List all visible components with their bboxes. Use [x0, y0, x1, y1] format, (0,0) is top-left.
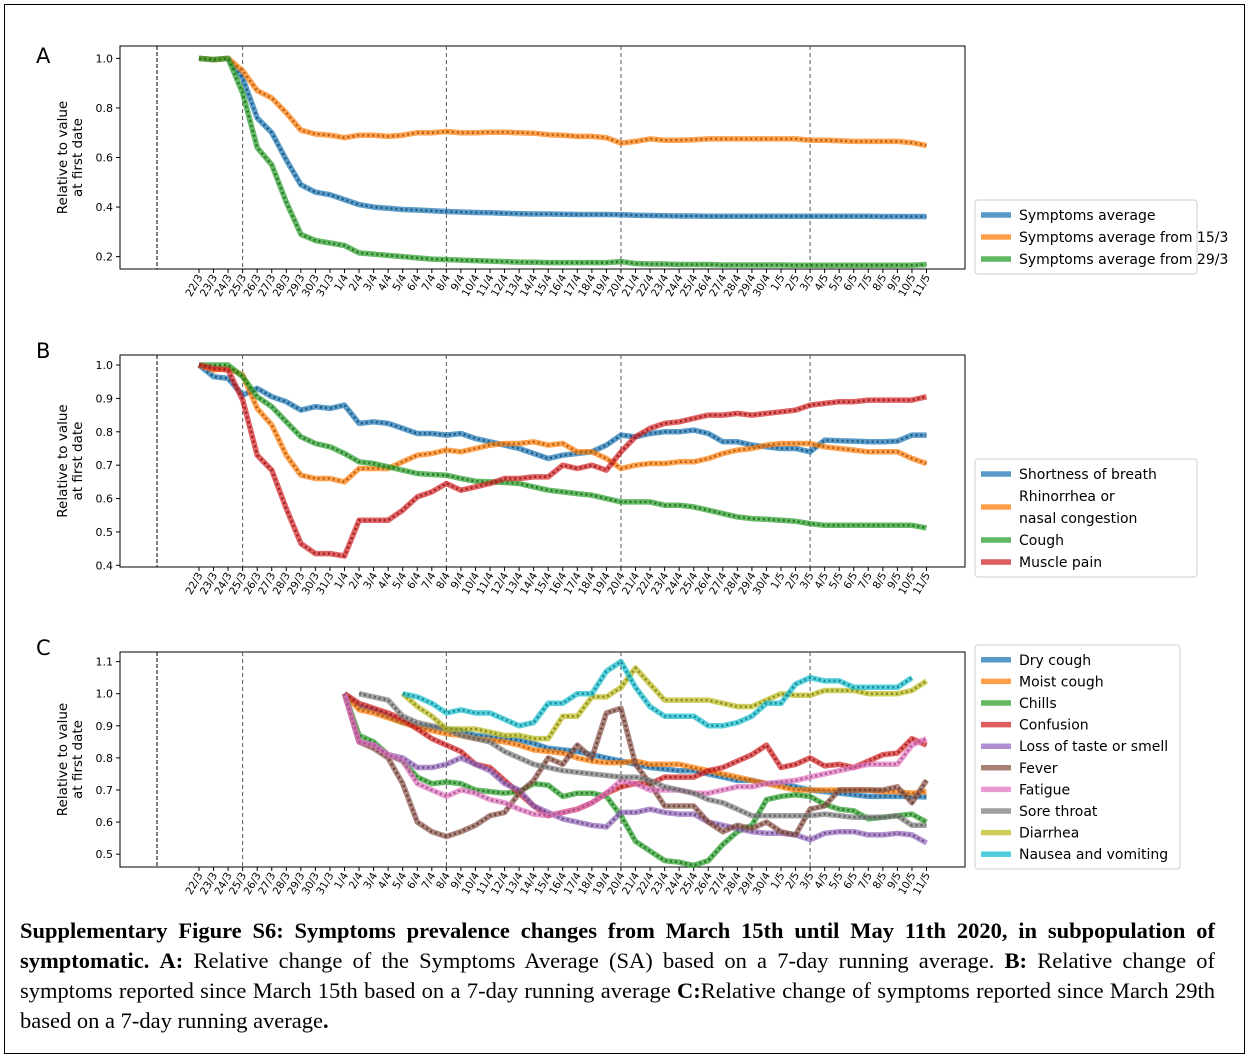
- caption-a-label: A:: [159, 948, 184, 973]
- series-markers-2: [343, 693, 928, 867]
- y-tick-label: 0.5: [96, 526, 114, 539]
- panel-a: A 1.0 0.8 0.6 0.4 0.2 Relative to valueat firs…: [36, 44, 1228, 299]
- series-markers-1: [198, 363, 927, 484]
- y-tick-label: 0.8: [96, 752, 114, 765]
- legend-label: Muscle pain: [1019, 555, 1102, 571]
- legend-label: Dry cough: [1019, 653, 1091, 669]
- y-tick-label: 1.1: [96, 656, 114, 669]
- legend-label: Confusion: [1019, 718, 1089, 734]
- y-tick-label: 0.4: [96, 559, 114, 572]
- caption-c-label: C:: [677, 978, 701, 1003]
- series-markers-8: [401, 666, 928, 740]
- legend-label: Diarrhea: [1019, 826, 1079, 842]
- y-tick-label: 1.0: [96, 52, 114, 65]
- series-line-8: [400, 665, 929, 742]
- y-tick-label: 1.0: [96, 688, 114, 701]
- y-axis-label: Relative to valueat first date: [55, 703, 86, 816]
- y-axis-label: Relative to valueat first date: [55, 404, 86, 517]
- figure-frame: [4, 4, 1245, 1054]
- panel-c: C 1.1 1.0 0.9 0.8 0.7 0.6 0.5 Relative to valuea…: [36, 636, 1181, 897]
- series-markers-5: [343, 693, 928, 838]
- legend-label: Nausea and vomiting: [1019, 847, 1168, 863]
- caption-end: .: [323, 1008, 329, 1033]
- y-tick-label: 0.6: [96, 816, 114, 829]
- y-tick-label: 1.0: [96, 359, 114, 372]
- y-tick-label: 0.2: [96, 251, 114, 264]
- figure-charts: A 1.0 0.8 0.6 0.4 0.2 Relative to valueat firs…: [36, 44, 1228, 897]
- plot-frame: [119, 354, 966, 568]
- y-tick-label: 0.7: [96, 459, 114, 472]
- series-markers-1: [198, 57, 927, 147]
- legend-label: Rhinorrhea or: [1019, 489, 1115, 505]
- legend-label: Fatigue: [1019, 782, 1070, 798]
- legend-c: Dry cough Moist cough Chills Confusion Loss …: [974, 644, 1181, 870]
- caption-b-text: Relative change of symptoms reported sin…: [20, 948, 1216, 1003]
- y-tick-label: 0.8: [96, 102, 114, 115]
- series-markers-1: [343, 692, 927, 795]
- legend-label: Symptoms average from 29/3: [1019, 252, 1228, 268]
- series-line-3: [198, 362, 928, 559]
- legend-b: Shortness of breath Rhinorrhea or nasal c…: [974, 458, 1198, 578]
- legend-label: Cough: [1019, 533, 1064, 549]
- y-tick-label: 0.5: [96, 848, 114, 861]
- series-markers-6: [343, 693, 928, 817]
- legend-box: [974, 458, 1198, 578]
- caption-c-text: Relative change of symptoms reported sin…: [20, 978, 1215, 1033]
- legend-label: Symptoms average from 15/3: [1019, 230, 1228, 246]
- legend-label: Fever: [1019, 761, 1058, 777]
- y-tick-label: 0.4: [96, 201, 114, 214]
- figure-caption: Supplementary Figure S6: Symptoms preval…: [20, 916, 1215, 1036]
- caption-b-label: B:: [1004, 948, 1028, 973]
- series-markers-9: [402, 659, 913, 728]
- legend-label: Loss of taste or smell: [1019, 739, 1168, 755]
- y-tick-label: 0.8: [96, 426, 114, 439]
- series-markers-0: [198, 364, 927, 460]
- caption-a-text: Relative change of the Symptoms Average …: [193, 948, 995, 973]
- series-markers-4: [343, 693, 928, 844]
- y-tick-label: 0.9: [96, 720, 114, 733]
- series-markers-7: [358, 692, 927, 827]
- legend-label: Sore throat: [1019, 804, 1098, 820]
- series-line-2: [199, 362, 927, 531]
- panel-letter-b: B: [36, 339, 50, 363]
- y-tick-label: 0.7: [96, 784, 114, 797]
- plot-frame: [119, 651, 966, 868]
- legend-label: Moist cough: [1019, 674, 1104, 690]
- legend-box: [974, 199, 1198, 275]
- series-markers-2: [198, 57, 927, 267]
- legend-label: Shortness of breath: [1019, 467, 1157, 483]
- panel-letter-a: A: [36, 44, 51, 68]
- series-line-2: [198, 55, 927, 269]
- series-line-0: [198, 55, 927, 220]
- legend-label: Symptoms average: [1019, 208, 1155, 224]
- legend-label: nasal congestion: [1019, 511, 1137, 527]
- legend-box: [974, 644, 1181, 870]
- y-tick-label: 0.6: [96, 152, 114, 165]
- caption-title: Supplementary Figure S6: Symptoms preval…: [20, 918, 1215, 973]
- y-tick-label: 0.6: [96, 493, 114, 506]
- series-markers-3: [198, 363, 927, 558]
- panel-b: B 1.0 0.9 0.8 0.7 0.6 0.5 0.4 Relative to valuea…: [36, 339, 1198, 597]
- legend-label: Chills: [1019, 696, 1057, 712]
- y-tick-label: 0.9: [96, 392, 114, 405]
- panel-letter-c: C: [36, 636, 51, 660]
- legend-a: Symptoms average Symptoms average from 15…: [974, 199, 1228, 275]
- y-axis-label: Relative to valueat first date: [55, 101, 86, 214]
